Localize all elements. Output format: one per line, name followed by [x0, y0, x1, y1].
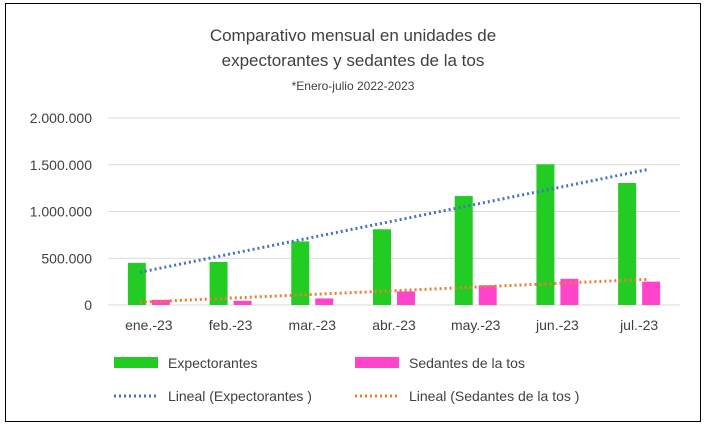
bar-sedantes-2: [315, 298, 334, 305]
bar-expectorantes-4: [454, 196, 473, 305]
legend-swatch-sedantes: [355, 357, 399, 368]
x-tick-label-0: ene.-23: [125, 317, 173, 333]
bar-expectorantes-5: [536, 164, 555, 305]
x-tick-label-1: feb.-23: [209, 317, 253, 333]
chart-title-line-1: Comparativo mensual en unidades de: [210, 26, 496, 45]
legend-label-expectorantes: Expectorantes: [168, 355, 258, 371]
y-tick-label-4: 2.000.000: [30, 110, 92, 126]
bar-sedantes-3: [397, 291, 415, 305]
bar-sedantes-1: [233, 300, 252, 305]
y-tick-label-2: 1.000.000: [30, 204, 92, 220]
y-tick-label-1: 500.000: [41, 250, 92, 266]
bar-expectorantes-2: [291, 241, 310, 305]
bar-expectorantes-6: [618, 182, 637, 305]
bar-sedantes-4: [478, 285, 497, 305]
chart-subtitle: *Enero-julio 2022-2023: [292, 79, 415, 93]
trendline-expectorantes: [139, 167, 649, 274]
bar-expectorantes-1: [209, 261, 228, 305]
chart-title-line-2: expectorantes y sedantes de la tos: [222, 51, 485, 70]
y-tick-label-3: 1.500.000: [30, 157, 92, 173]
x-tick-label-5: jun.-23: [535, 317, 579, 333]
legend-swatch-expectorantes: [114, 357, 158, 368]
bar-expectorantes-0: [127, 262, 146, 305]
x-tick-label-6: jul.-23: [619, 317, 658, 333]
legend-label-sedantes: Sedantes de la tos: [409, 355, 525, 371]
y-tick-label-0: 0: [84, 297, 92, 313]
legend-label-lineal-sedantes: Lineal (Sedantes de la tos ): [409, 388, 579, 404]
x-tick-label-3: abr.-23: [372, 317, 416, 333]
bar-expectorantes-3: [373, 229, 391, 305]
x-tick-label-4: may.-23: [451, 317, 501, 333]
x-tick-label-2: mar.-23: [289, 317, 337, 333]
chart-frame: [5, 3, 701, 422]
bar-sedantes-5: [560, 278, 579, 305]
bar-sedantes-6: [642, 281, 661, 305]
legend-label-lineal-expectorantes: Lineal (Expectorantes ): [168, 388, 312, 404]
